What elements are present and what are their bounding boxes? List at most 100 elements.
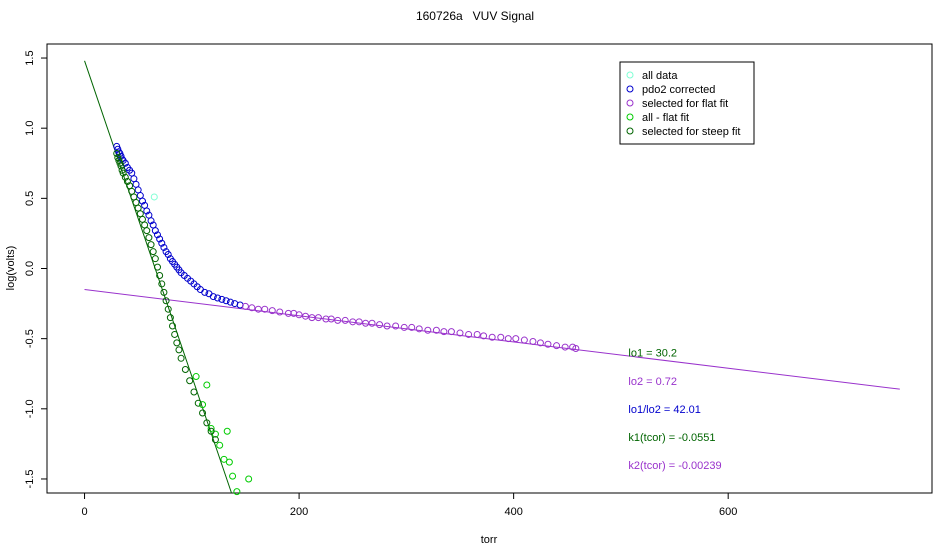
data-point — [130, 193, 138, 201]
data-point — [261, 305, 269, 313]
data-point — [151, 255, 159, 263]
data-point — [203, 381, 211, 389]
data-point — [134, 204, 142, 212]
data-point — [268, 307, 276, 315]
data-point — [121, 173, 129, 181]
data-point — [211, 436, 219, 444]
data-point — [314, 314, 322, 322]
x-axis-label: torr — [481, 534, 498, 546]
annotations: lo1 = 30.2 lo2 = 0.72 lo1/lo2 = 42.01 k1(tc… — [628, 348, 721, 472]
data-point — [136, 192, 144, 200]
data-point — [376, 321, 384, 329]
data-point — [214, 294, 222, 302]
data-point — [497, 333, 505, 341]
data-point — [190, 388, 198, 396]
data-point — [392, 322, 400, 330]
y-tick-label: 0.0 — [24, 261, 36, 276]
data-point — [158, 280, 166, 288]
data-point — [169, 322, 177, 330]
data-point — [119, 169, 127, 177]
x-tick-label: 0 — [81, 506, 87, 518]
data-point — [284, 309, 292, 317]
data-point — [440, 328, 448, 336]
data-point — [181, 366, 189, 374]
data-point — [156, 235, 164, 243]
data-point — [147, 217, 155, 225]
fit-annotation: lo2 = 0.72 — [628, 376, 677, 388]
data-point — [473, 330, 481, 338]
data-point — [153, 231, 161, 239]
x-tick-label: 400 — [504, 506, 522, 518]
data-point — [153, 263, 161, 271]
data-point — [164, 250, 172, 258]
fit-annotation: k1(tcor) = -0.0551 — [628, 432, 715, 444]
legend-label: selected for flat fit — [642, 98, 728, 110]
data-point — [334, 316, 342, 324]
data-point — [199, 409, 207, 417]
data-point — [480, 332, 488, 340]
data-point — [233, 488, 241, 496]
legend-marker — [626, 85, 634, 93]
fit-annotation: k2(tcor) = -0.00239 — [628, 460, 721, 472]
data-point — [158, 239, 166, 247]
data-point — [465, 330, 473, 338]
data-point — [203, 419, 211, 427]
data-point — [544, 340, 552, 348]
x-tick-label: 200 — [290, 506, 308, 518]
data-point — [211, 430, 219, 438]
data-point — [572, 344, 580, 352]
data-point — [156, 272, 164, 280]
data-point — [209, 293, 217, 301]
data-points — [113, 142, 580, 496]
fit-annotation: lo1 = 30.2 — [628, 348, 677, 360]
y-tick-label: -1.0 — [24, 399, 36, 418]
legend-label: all - flat fit — [642, 112, 689, 124]
y-tick-label: -0.5 — [24, 329, 36, 348]
data-point — [143, 227, 151, 235]
data-point — [504, 335, 512, 343]
data-point — [223, 427, 231, 435]
data-point — [520, 336, 528, 344]
data-point — [220, 455, 228, 463]
x-axis: 0 200 400 600 — [81, 493, 737, 518]
data-point — [456, 329, 464, 337]
data-point — [150, 193, 158, 201]
data-point — [222, 297, 230, 305]
y-tick-label: -1.5 — [24, 469, 36, 488]
data-point — [216, 441, 224, 449]
data-point — [408, 323, 416, 331]
data-point — [162, 297, 170, 305]
data-point — [295, 311, 303, 319]
data-point — [192, 373, 200, 381]
data-point — [177, 354, 185, 362]
data-point — [201, 288, 209, 296]
data-point — [171, 330, 179, 338]
data-point — [415, 325, 423, 333]
data-point — [368, 319, 376, 327]
legend-marker — [626, 127, 634, 135]
data-point — [569, 343, 577, 351]
data-point — [123, 178, 131, 186]
data-point — [175, 346, 183, 354]
data-point — [207, 424, 215, 432]
data-point — [136, 210, 144, 218]
data-point — [512, 335, 520, 343]
legend-label: all data — [642, 70, 678, 82]
data-point — [130, 175, 138, 183]
data-point — [355, 318, 363, 326]
y-axis: -1.5 -1.0 -0.5 0.0 0.5 1.0 1.5 — [24, 50, 47, 488]
data-point — [147, 241, 155, 249]
data-point — [199, 401, 207, 409]
data-point — [160, 243, 168, 251]
data-point — [173, 339, 181, 347]
legend: all data pdo2 corrected selected for flat … — [619, 61, 755, 145]
y-tick-label: 1.0 — [24, 121, 36, 136]
data-point — [536, 339, 544, 347]
y-tick-label: 1.5 — [24, 50, 36, 65]
data-point — [166, 314, 174, 322]
data-point — [218, 295, 226, 303]
data-point — [138, 215, 146, 223]
data-point — [488, 333, 496, 341]
data-point — [529, 337, 537, 345]
fit-lines — [84, 60, 900, 494]
